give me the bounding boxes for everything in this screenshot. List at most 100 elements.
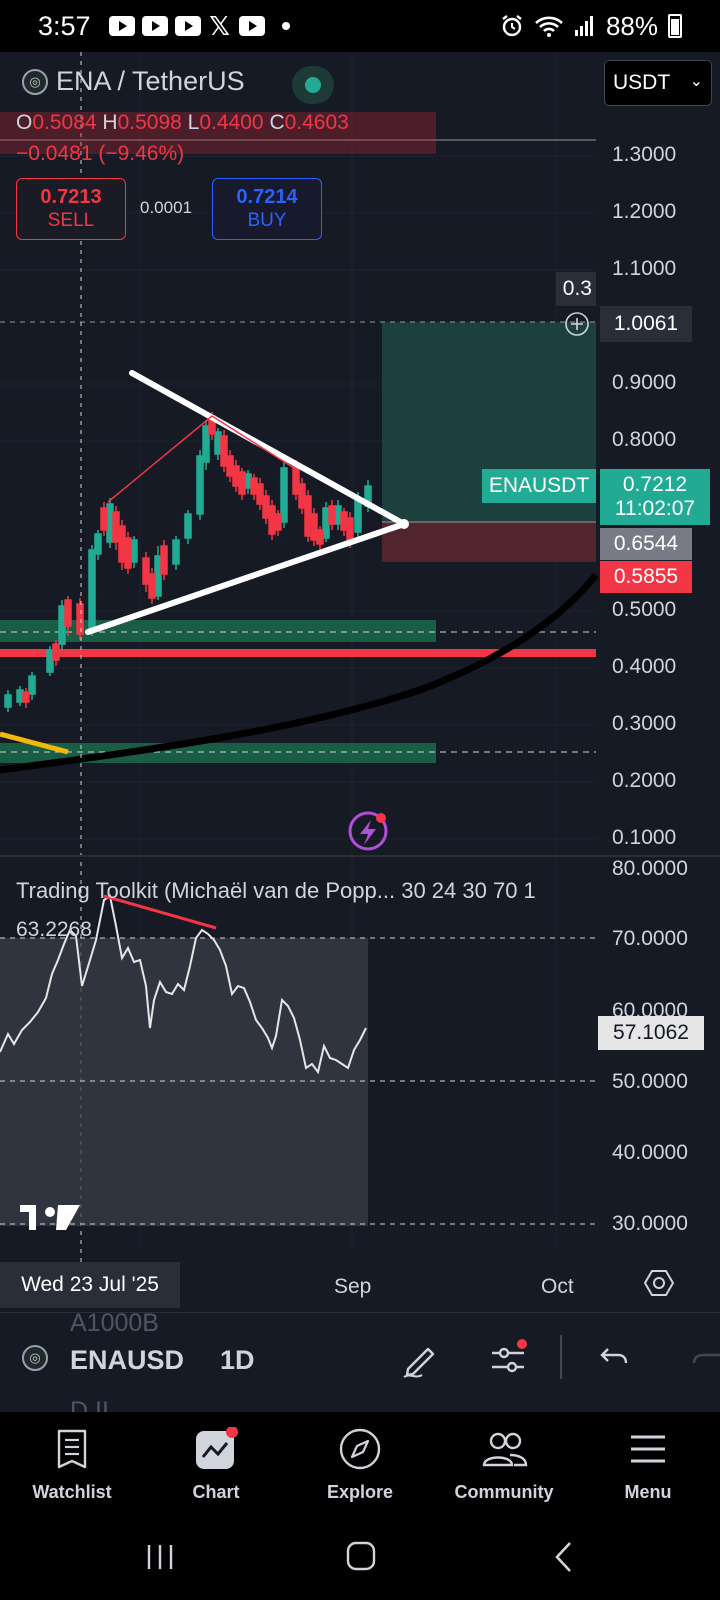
nav-explore[interactable]: Explore bbox=[288, 1412, 432, 1522]
last-price-tag: 0.7212 11:02:07 bbox=[600, 469, 710, 525]
sell-price: 0.7213 bbox=[40, 186, 102, 208]
time-axis-label: Sep bbox=[334, 1275, 372, 1298]
wifi-icon bbox=[535, 16, 563, 37]
recent-apps-button[interactable] bbox=[145, 1542, 175, 1572]
interval-selector[interactable]: 1D bbox=[220, 1345, 255, 1375]
undo-icon[interactable] bbox=[598, 1339, 632, 1373]
symbol-header[interactable]: ◎ ENA / TetherUS bbox=[22, 66, 245, 97]
alarm-icon bbox=[502, 15, 522, 37]
trend-curve[interactable] bbox=[0, 572, 599, 774]
toolbar-divider bbox=[560, 1335, 562, 1379]
spread-value: 0.0001 bbox=[140, 198, 192, 217]
sell-label: SELL bbox=[47, 210, 95, 231]
back-button[interactable] bbox=[552, 1540, 576, 1574]
battery-icon bbox=[668, 14, 682, 38]
ohlc-legend: O0.5084 H0.5098 L0.4400 C0.4603 bbox=[0, 112, 436, 154]
entry-price-tag: 0.6544 bbox=[600, 528, 692, 560]
chart-icon bbox=[194, 1426, 238, 1472]
sell-button[interactable]: 0.7213 SELL bbox=[16, 178, 126, 240]
system-navigation-bar bbox=[0, 1522, 720, 1600]
status-bar: 3:57 𝕏 88% bbox=[0, 0, 720, 52]
ohlc-high: 0.5098 bbox=[117, 111, 182, 134]
symbol-selector[interactable]: ENAUSD bbox=[70, 1345, 185, 1375]
triangle-lower-line[interactable] bbox=[85, 521, 407, 635]
indicator-value: 63.2268 bbox=[16, 918, 92, 941]
chart-toolbar: A1000B D.II ◎ ENAUSD 1D bbox=[0, 1309, 720, 1425]
price-axis-label: 0.3000 bbox=[612, 712, 677, 735]
nav-community[interactable]: Community bbox=[432, 1412, 576, 1522]
indicator-title[interactable]: Trading Toolkit (Michaël van de Popp... … bbox=[16, 878, 536, 903]
stop-price-tag: 0.5855 bbox=[600, 561, 692, 593]
oscillator-axis-label: 40.0000 bbox=[612, 1141, 688, 1164]
nav-menu[interactable]: Menu bbox=[576, 1412, 720, 1522]
price-axis-label: 0.9000 bbox=[612, 371, 677, 394]
ohlc-change: −0.0481 (−9.46%) bbox=[16, 142, 185, 165]
status-time: 3:57 bbox=[38, 10, 91, 41]
ohlc-open: 0.5084 bbox=[32, 111, 97, 134]
youtube-icon bbox=[174, 16, 201, 36]
youtube-icon bbox=[108, 16, 135, 36]
nav-chart[interactable]: Chart bbox=[144, 1412, 288, 1522]
home-button[interactable] bbox=[345, 1540, 377, 1572]
oscillator-shade bbox=[0, 938, 368, 1226]
youtube-icon bbox=[238, 16, 265, 36]
market-status-indicator[interactable] bbox=[292, 66, 334, 104]
nav-label: Chart bbox=[192, 1482, 240, 1502]
redo-icon[interactable] bbox=[690, 1339, 720, 1373]
divergence-line-oscillator[interactable] bbox=[103, 894, 217, 930]
more-notifications-icon bbox=[281, 22, 290, 30]
oscillator-axis-label: 80.0000 bbox=[612, 857, 688, 880]
add-alert-button[interactable] bbox=[562, 309, 592, 339]
nav-label: Explore bbox=[326, 1482, 394, 1502]
chevron-down-icon: ⌄ bbox=[689, 73, 703, 90]
bar-countdown: 11:02:07 bbox=[614, 497, 696, 520]
ohlc-close: 0.4603 bbox=[284, 111, 349, 134]
drawing-tools-icon[interactable] bbox=[400, 1339, 440, 1379]
buy-button[interactable]: 0.7214 BUY bbox=[212, 178, 322, 240]
indicators-icon[interactable] bbox=[488, 1339, 532, 1379]
ohlc-low: 0.4400 bbox=[199, 111, 264, 134]
live-dot-icon bbox=[305, 77, 321, 93]
currency-select[interactable]: USDT ⌄ bbox=[604, 60, 712, 106]
buy-price: 0.7214 bbox=[236, 186, 298, 208]
oscillator-line[interactable] bbox=[0, 894, 367, 1075]
resistance-line[interactable] bbox=[0, 649, 596, 657]
ena-coin-icon: ◎ bbox=[22, 68, 48, 95]
price-chart[interactable] bbox=[0, 0, 720, 1312]
stop-loss-zone[interactable] bbox=[382, 522, 596, 562]
notification-icons: 𝕏 bbox=[108, 11, 290, 42]
menu-icon bbox=[629, 1426, 667, 1472]
currency-value: USDT bbox=[613, 71, 671, 94]
flash-button[interactable] bbox=[348, 811, 388, 851]
price-axis-label: 1.3000 bbox=[612, 143, 677, 166]
triangle-upper-line[interactable] bbox=[129, 370, 407, 527]
oscillator-axis-label: 50.0000 bbox=[612, 1070, 688, 1093]
price-axis-label: 0.2000 bbox=[612, 769, 677, 792]
nav-label: Community bbox=[454, 1482, 554, 1502]
tradingview-logo bbox=[20, 1205, 80, 1230]
plus-circle-icon bbox=[565, 312, 589, 336]
symbol-price-tag: ENAUSDT bbox=[482, 469, 596, 503]
moving-average-line[interactable] bbox=[0, 731, 69, 755]
time-axis-label: Oct bbox=[541, 1275, 574, 1298]
position-ratio-tag[interactable]: 0.3 bbox=[556, 272, 596, 306]
compass-icon bbox=[338, 1426, 382, 1472]
price-axis-label: 0.4000 bbox=[612, 655, 677, 678]
candles[interactable] bbox=[4, 412, 372, 712]
ena-coin-icon: ◎ bbox=[22, 1345, 48, 1371]
nav-label: Menu bbox=[624, 1482, 672, 1502]
crosshair-date-label: Wed 23 Jul '25 bbox=[0, 1262, 180, 1308]
chart-settings-icon[interactable] bbox=[644, 1268, 674, 1298]
bottom-navigation: Watchlist Chart Explore Community Menu bbox=[0, 1412, 720, 1522]
oscillator-axis-label: 30.0000 bbox=[612, 1212, 688, 1235]
nav-watchlist[interactable]: Watchlist bbox=[0, 1412, 144, 1522]
ghost-text: A1000B bbox=[70, 1309, 159, 1337]
watchlist-icon bbox=[55, 1426, 89, 1472]
price-axis-label: 1.2000 bbox=[612, 200, 677, 223]
last-price: 0.7212 bbox=[622, 473, 688, 496]
nav-label: Watchlist bbox=[32, 1482, 112, 1502]
symbol-title: ENA / TetherUS bbox=[56, 66, 245, 96]
price-axis-label: 1.1000 bbox=[612, 257, 677, 280]
signal-icon bbox=[574, 16, 593, 36]
divergence-line-price[interactable] bbox=[107, 415, 295, 503]
